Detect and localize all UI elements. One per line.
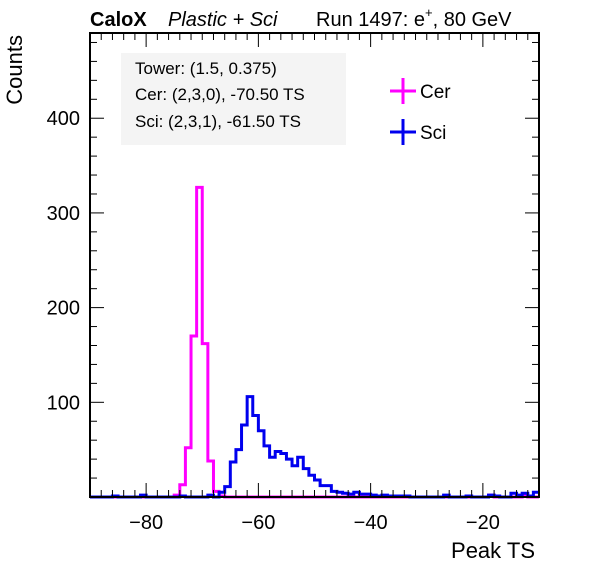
run-label-main: Run 1497: e	[316, 9, 425, 31]
run-label-suffix: , 80 GeV	[433, 9, 513, 31]
x-tick-label: −20	[466, 512, 500, 534]
legend-marker-cer	[390, 78, 416, 104]
legend-label-sci: Sci	[420, 123, 446, 144]
info-tower: Tower: (1.5, 0.375)	[135, 59, 277, 78]
series-layer	[90, 185, 539, 499]
y-tick-label: 100	[47, 392, 80, 414]
plot-frame	[89, 32, 540, 498]
run-label: Run 1497: e+, 80 GeV	[316, 5, 512, 31]
axes-layer: −80 −60 −40 −20 100 200 300 400	[47, 33, 540, 534]
info-box	[121, 53, 346, 145]
info-sci: Sci: (2,3,1), -61.50 TS	[135, 112, 301, 131]
x-tick-label: −60	[241, 512, 275, 534]
experiment-label: CaloX	[90, 9, 147, 31]
legend: Cer Sci	[390, 78, 451, 145]
info-cer: Cer: (2,3,0), -70.50 TS	[135, 85, 305, 104]
legend-label-cer: Cer	[420, 82, 451, 103]
material-label: Plastic + Sci	[168, 9, 278, 31]
run-label-superscript: +	[425, 5, 433, 20]
x-tick-label: −40	[354, 512, 388, 534]
y-tick-label: 400	[47, 108, 80, 130]
legend-marker-sci	[390, 119, 416, 145]
histogram-sci	[90, 395, 539, 499]
x-tick-label: −80	[129, 512, 163, 534]
y-axis-title: Counts	[2, 35, 27, 105]
y-tick-label: 300	[47, 203, 80, 225]
x-axis-title: Peak TS	[451, 538, 535, 563]
histogram-cer	[90, 185, 539, 499]
y-tick-label: 200	[47, 298, 80, 320]
